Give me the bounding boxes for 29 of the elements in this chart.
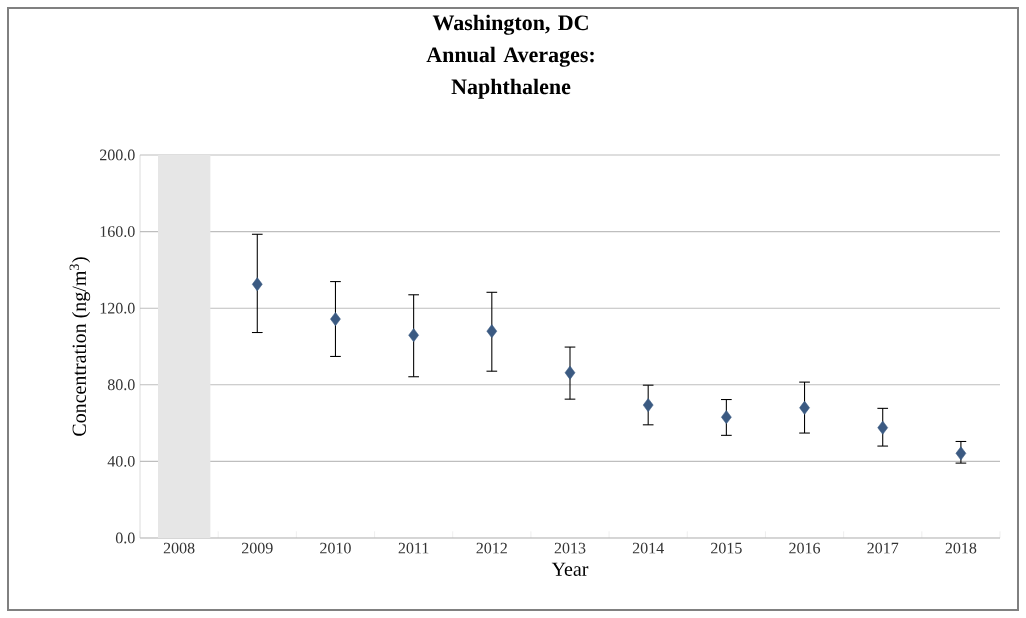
x-tick-label: 2012 <box>476 542 507 554</box>
point <box>799 400 810 415</box>
y-tick-label: 200.0 <box>100 149 135 161</box>
y-tick-label: 40.0 <box>107 455 135 467</box>
point <box>252 277 263 292</box>
y-axis-title: Concentration (ng/m$^{3}$) <box>69 257 91 436</box>
chart-title: Washington, DC Annual Averages: Naphthalene <box>426 14 594 99</box>
point <box>564 365 576 380</box>
point <box>721 410 732 425</box>
point <box>877 420 888 435</box>
y-tick-label: 160.0 <box>100 226 135 238</box>
x-tick-label: 2016 <box>789 542 821 554</box>
x-tick-label: 2011 <box>398 542 429 554</box>
y-tick-label: 0.0 <box>115 532 135 544</box>
point <box>486 324 498 339</box>
x-tick-label: 2009 <box>241 542 273 554</box>
x-tick-label: 2013 <box>554 542 586 554</box>
x-axis-title: Year <box>551 562 589 576</box>
x-tick-label: 2008 <box>163 542 195 554</box>
point <box>642 398 654 413</box>
y-tick-label: 120.0 <box>100 302 135 314</box>
point <box>330 312 341 327</box>
x-tick-label: 2015 <box>711 542 742 554</box>
x-tick-label: 2010 <box>320 542 351 554</box>
point <box>408 328 419 343</box>
x-tick-label: 2018 <box>945 542 977 554</box>
x-tick-label: 2017 <box>867 542 899 554</box>
x-tick-label: 2014 <box>632 542 664 554</box>
y-tick-label: 80.0 <box>107 379 135 391</box>
